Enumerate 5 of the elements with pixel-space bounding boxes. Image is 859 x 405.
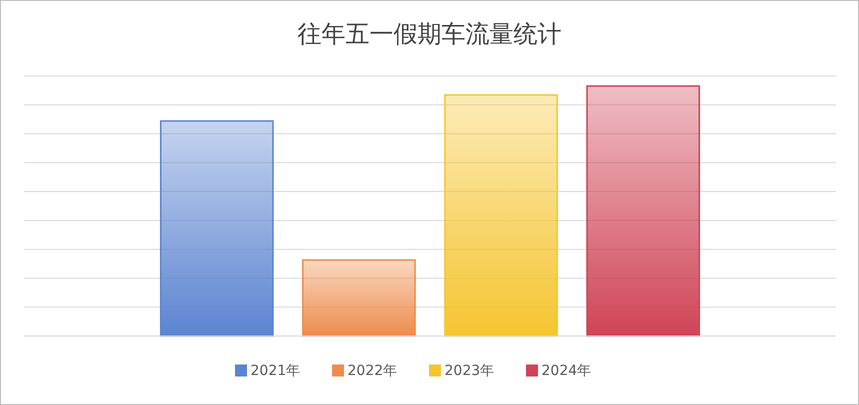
legend-label: 2021年 [250, 363, 300, 379]
legend-label: 2022年 [348, 363, 398, 379]
legend-label: 2023年 [444, 363, 494, 379]
title: 往年五一假期车流量统计 [298, 20, 562, 48]
legend-label: 2024年 [542, 363, 592, 379]
